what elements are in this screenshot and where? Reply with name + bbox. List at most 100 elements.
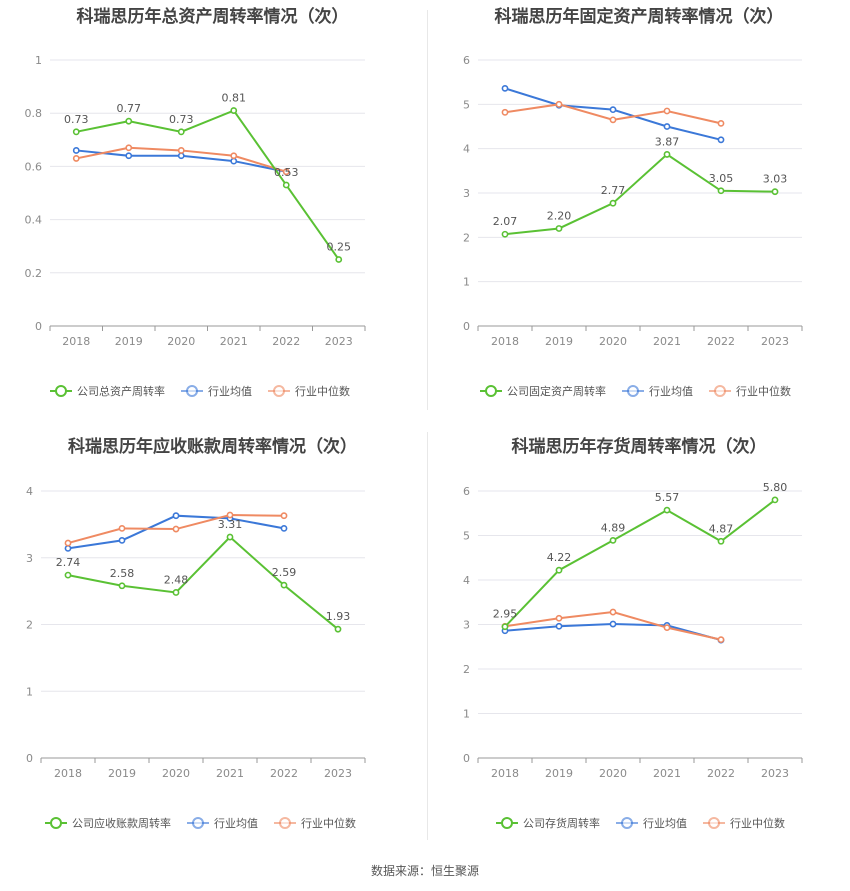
data-point-avg[interactable]: [230, 157, 238, 165]
data-point-company[interactable]: [663, 151, 671, 158]
data-point-avg[interactable]: [125, 152, 133, 160]
data-point-company[interactable]: [717, 187, 725, 195]
y-tick-label: 4: [26, 485, 33, 498]
data-point-avg[interactable]: [72, 147, 80, 154]
data-point-company[interactable]: [609, 536, 617, 544]
data-point-company[interactable]: [771, 496, 779, 504]
data-point-median[interactable]: [501, 108, 509, 116]
data-point-median[interactable]: [230, 152, 238, 160]
data-point-median[interactable]: [609, 116, 617, 124]
data-point-company[interactable]: [555, 566, 563, 574]
data-point-avg[interactable]: [609, 106, 617, 114]
data-point-median[interactable]: [177, 147, 185, 154]
x-tick-label: 2023: [325, 335, 353, 348]
data-point-median[interactable]: [663, 107, 671, 115]
legend-label: 公司应收账款周转率: [72, 816, 171, 830]
data-point-company[interactable]: [555, 225, 563, 232]
y-tick-label: 2: [463, 663, 470, 676]
data-point-company[interactable]: [335, 256, 343, 263]
data-point-avg[interactable]: [555, 622, 563, 630]
legend-label: 行业中位数: [730, 816, 785, 830]
x-tick-label: 2019: [545, 335, 573, 348]
data-point-median[interactable]: [172, 525, 180, 533]
data-point-company[interactable]: [609, 199, 617, 207]
legend-item-company[interactable]: 公司存货周转率: [496, 816, 600, 830]
x-tick-label: 2019: [108, 767, 136, 780]
data-point-median[interactable]: [609, 608, 617, 616]
data-label: 4.87: [709, 522, 734, 535]
data-point-company[interactable]: [226, 533, 234, 541]
data-point-avg[interactable]: [64, 545, 72, 552]
data-point-median[interactable]: [72, 155, 80, 162]
data-point-median[interactable]: [280, 512, 288, 520]
data-point-company[interactable]: [771, 188, 779, 196]
data-point-company[interactable]: [177, 128, 185, 136]
data-point-avg[interactable]: [280, 524, 288, 532]
y-tick-label: 0: [463, 752, 470, 765]
data-point-median[interactable]: [125, 144, 133, 152]
data-point-company[interactable]: [501, 230, 509, 238]
legend-item-avg[interactable]: 行业均值: [616, 817, 687, 830]
data-point-median[interactable]: [663, 624, 671, 632]
data-point-median[interactable]: [717, 636, 725, 644]
x-tick-label: 2023: [761, 767, 789, 780]
x-tick-label: 2018: [491, 767, 519, 780]
series-line-company: [67, 535, 339, 630]
data-point-company[interactable]: [118, 582, 126, 590]
x-tick-label: 2021: [653, 335, 681, 348]
legend-item-company[interactable]: 公司总资产周转率: [50, 384, 165, 398]
data-point-avg[interactable]: [172, 512, 180, 520]
legend-item-median[interactable]: 行业中位数: [268, 384, 350, 398]
data-point-company[interactable]: [501, 623, 509, 631]
legend-label: 行业均值: [214, 817, 258, 830]
data-point-median[interactable]: [226, 511, 234, 519]
data-point-avg[interactable]: [717, 136, 725, 144]
data-point-company[interactable]: [64, 571, 72, 579]
data-point-avg[interactable]: [609, 620, 617, 628]
data-point-median[interactable]: [282, 168, 290, 176]
data-point-median[interactable]: [118, 524, 126, 532]
y-tick-label: 0: [463, 320, 470, 333]
legend-item-median[interactable]: 行业中位数: [274, 816, 356, 830]
vertical-divider: [427, 432, 428, 840]
y-tick-label: 1: [26, 685, 33, 698]
legend-item-median[interactable]: 行业中位数: [703, 816, 785, 830]
y-tick-label: 1: [463, 708, 470, 721]
series-line-company: [504, 153, 776, 236]
y-tick-label: 0.2: [25, 267, 43, 280]
legend-label: 公司固定资产周转率: [507, 384, 606, 398]
data-point-avg[interactable]: [501, 84, 509, 92]
x-tick-label: 2018: [54, 767, 82, 780]
x-tick-label: 2020: [162, 767, 190, 780]
data-point-company[interactable]: [230, 107, 238, 114]
data-point-median[interactable]: [555, 100, 563, 108]
data-point-avg[interactable]: [177, 152, 185, 160]
legend-item-avg[interactable]: 行业均值: [622, 385, 693, 398]
data-point-company[interactable]: [663, 506, 671, 514]
y-tick-label: 3: [463, 187, 470, 200]
legend-item-median[interactable]: 行业中位数: [709, 384, 791, 398]
data-point-median[interactable]: [555, 614, 563, 622]
data-point-company[interactable]: [125, 117, 133, 125]
legend-marker-icon: [485, 385, 497, 397]
data-point-company[interactable]: [717, 537, 725, 545]
data-label: 0.53: [274, 166, 299, 179]
data-point-avg[interactable]: [663, 123, 671, 130]
legend-item-avg[interactable]: 行业均值: [181, 385, 252, 398]
legend-item-company[interactable]: 公司应收账款周转率: [45, 816, 171, 830]
legend-label: 行业中位数: [295, 384, 350, 398]
data-label: 0.73: [169, 113, 194, 126]
data-point-company[interactable]: [72, 128, 80, 136]
legend-item-company[interactable]: 公司固定资产周转率: [480, 384, 606, 398]
x-tick-label: 2020: [599, 335, 627, 348]
chart-svg: 0 1 2 3 4 5 6 2018 2019 2020 2021 2022 2023 2.95 4.22 4…: [463, 481, 803, 830]
data-point-median[interactable]: [64, 539, 72, 547]
y-tick-label: 2: [26, 619, 33, 632]
data-point-company[interactable]: [172, 589, 180, 596]
data-point-avg[interactable]: [118, 536, 126, 544]
data-point-company[interactable]: [280, 581, 288, 589]
legend-item-avg[interactable]: 行业均值: [187, 817, 258, 830]
data-point-median[interactable]: [717, 119, 725, 127]
data-point-company[interactable]: [282, 181, 290, 189]
data-point-company[interactable]: [334, 625, 342, 633]
